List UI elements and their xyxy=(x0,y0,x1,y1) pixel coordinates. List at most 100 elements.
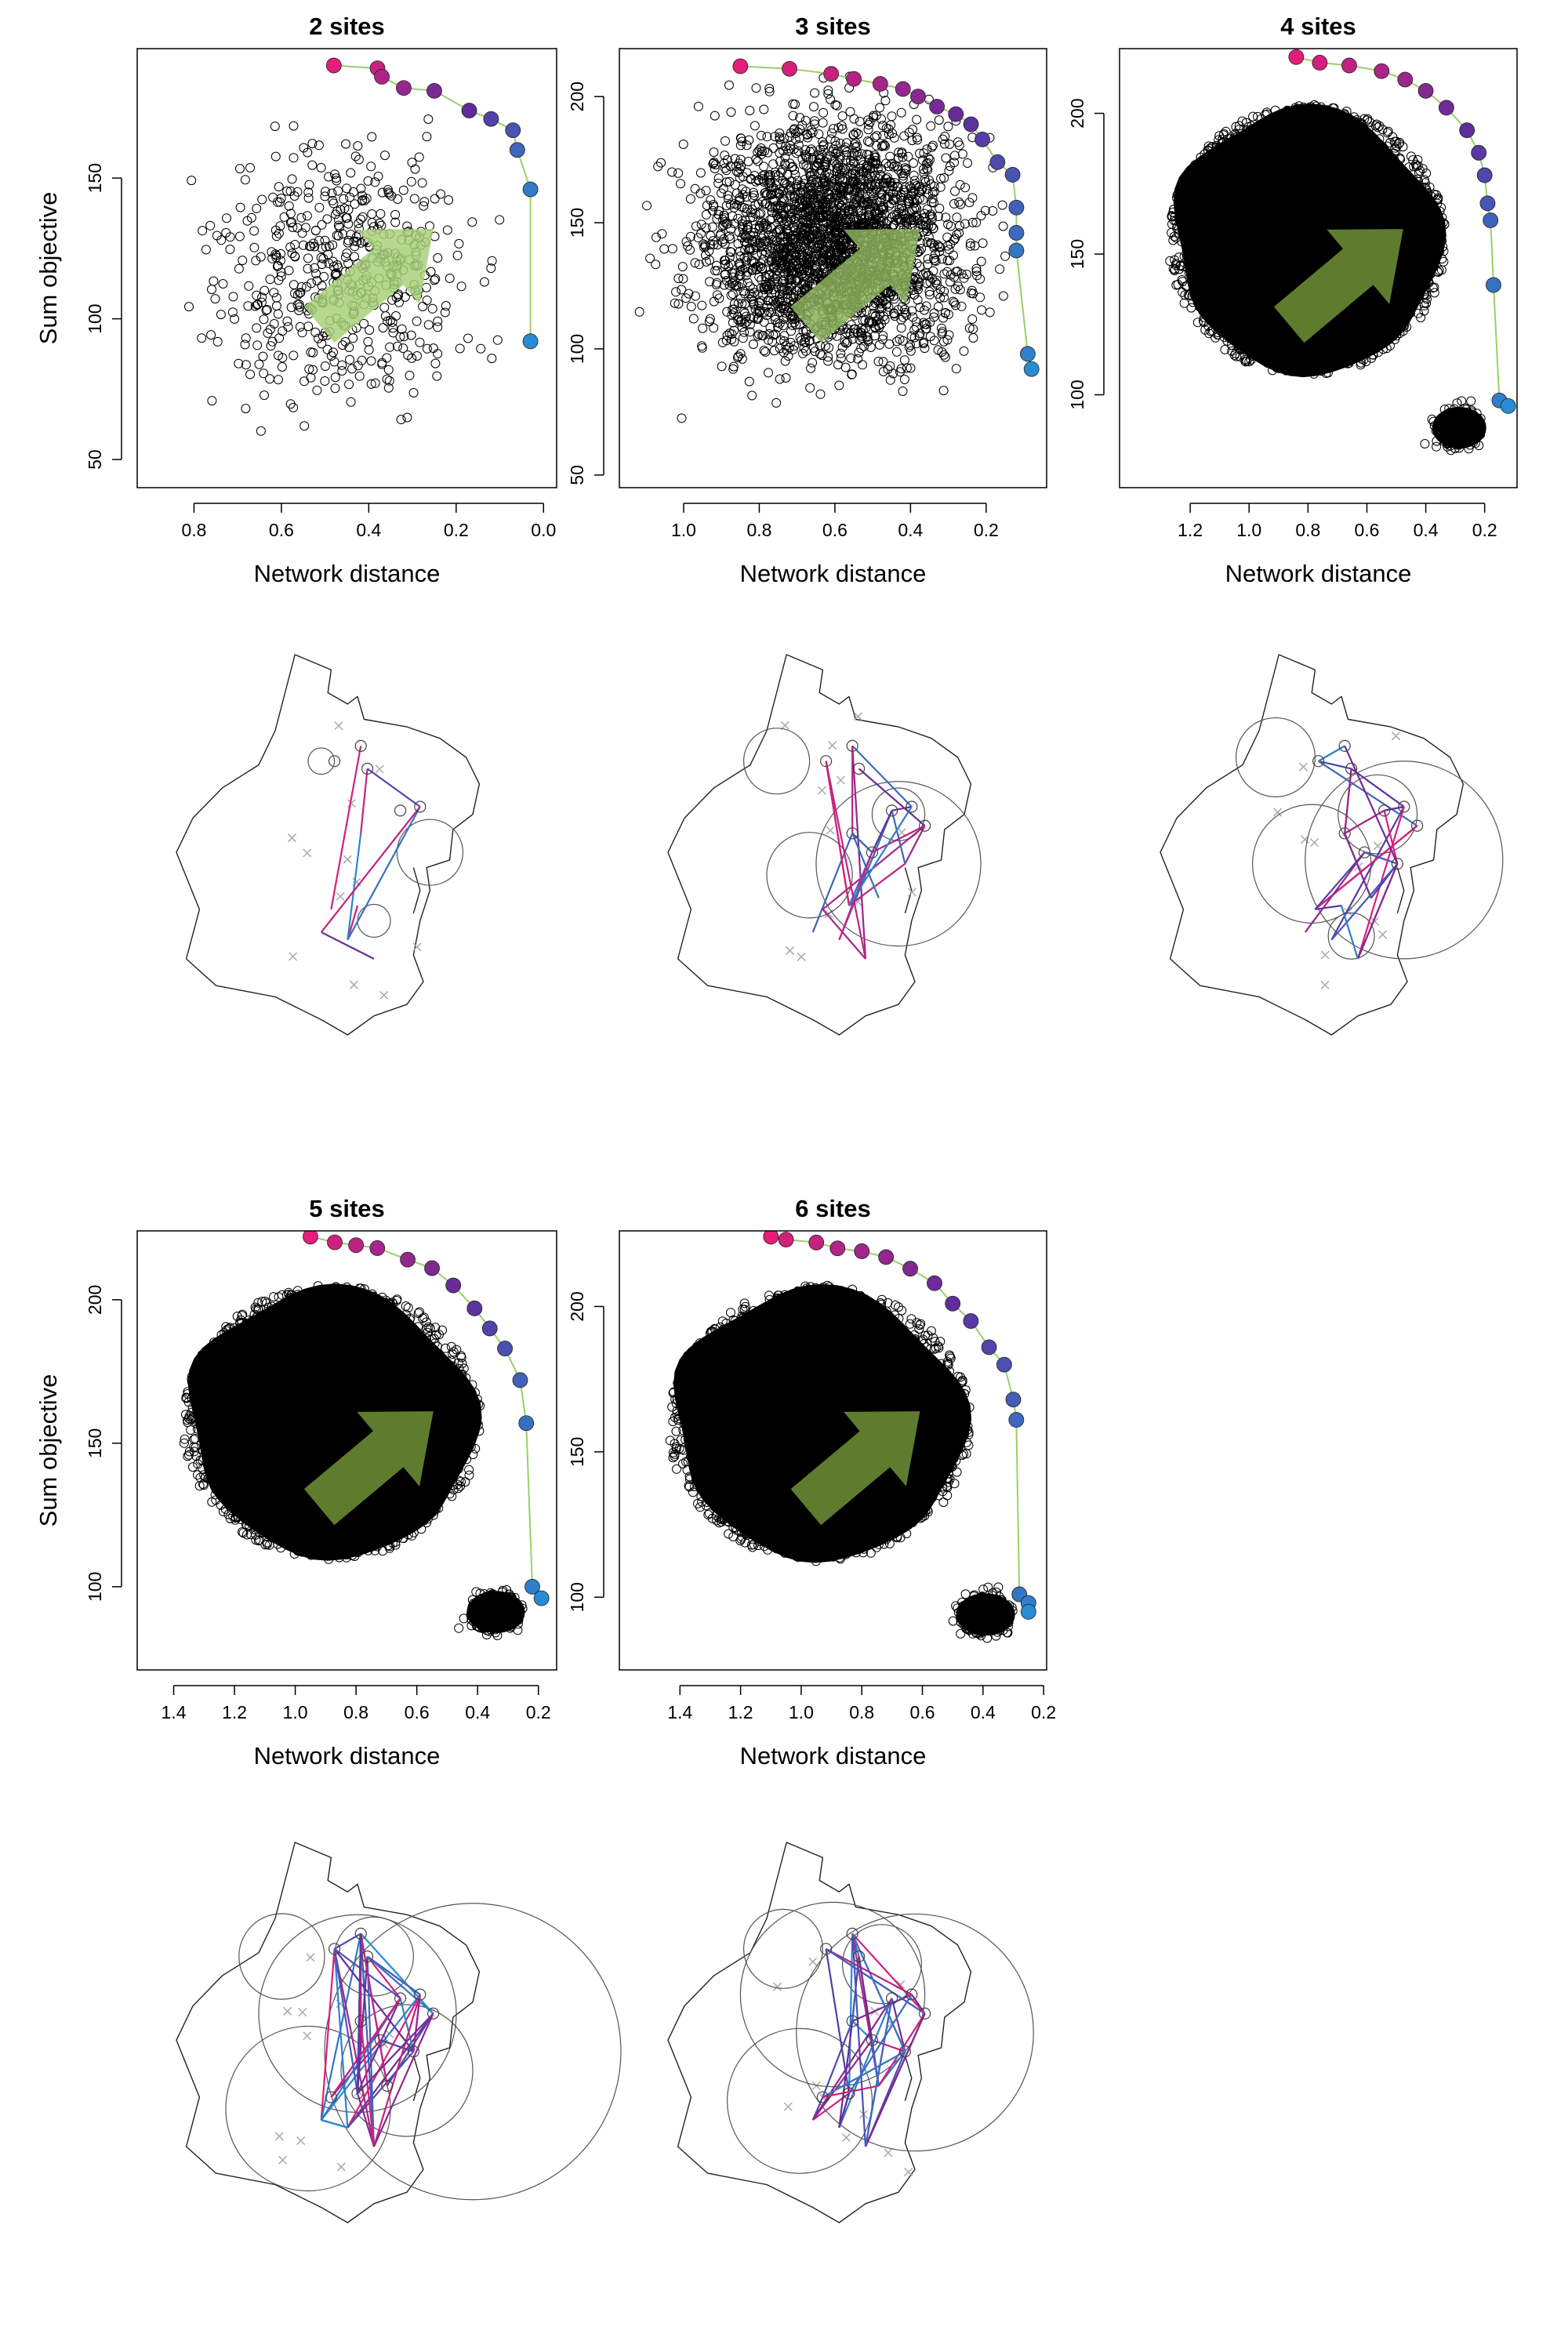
network-link xyxy=(851,1933,906,2053)
scatter-points xyxy=(665,1280,1018,1643)
site-node xyxy=(1377,804,1391,817)
pareto-point xyxy=(1374,63,1390,79)
region-outline xyxy=(412,867,421,913)
pareto-point xyxy=(1005,1392,1022,1407)
buffer-circle xyxy=(258,1914,457,2113)
candidate-site-marker xyxy=(826,826,835,835)
x-tick-label: 1.0 xyxy=(789,1702,814,1722)
arrow-shape xyxy=(790,1411,920,1526)
network-link xyxy=(851,1933,867,2147)
pareto-point xyxy=(1019,346,1036,362)
buffer-circle xyxy=(1235,717,1316,797)
improvement-arrow xyxy=(303,1411,434,1526)
x-tick-label: 0.4 xyxy=(898,520,923,540)
candidate-site-marker xyxy=(841,2133,851,2143)
candidate-site-marker xyxy=(336,891,345,902)
y-tick-label: 100 xyxy=(85,303,105,333)
site-node xyxy=(1338,739,1351,753)
panel-title: 6 sites xyxy=(795,1195,871,1222)
candidate-site-marker xyxy=(853,712,862,721)
site-node xyxy=(866,2034,879,2046)
candidate-site-marker xyxy=(303,2031,312,2041)
pareto-point xyxy=(512,1372,528,1388)
site-node xyxy=(407,2045,420,2058)
pareto-point xyxy=(426,82,442,99)
pareto-point xyxy=(1020,1603,1036,1620)
network-link xyxy=(871,825,926,854)
pareto-point xyxy=(374,68,390,85)
panel-title: 4 sites xyxy=(1280,13,1356,40)
network-link xyxy=(811,1998,893,2121)
network-link xyxy=(1350,768,1405,808)
network-link xyxy=(848,1933,854,2094)
pareto-point xyxy=(348,1237,365,1254)
network-link xyxy=(347,833,362,940)
network-link xyxy=(330,1998,401,2098)
candidate-site-marker xyxy=(306,1953,315,1962)
pareto-point xyxy=(763,1231,779,1245)
network-link xyxy=(347,1994,421,2129)
y-axis-label-row1: Sum objective xyxy=(34,192,62,345)
network-link xyxy=(871,810,893,853)
x-tick-label: 0.2 xyxy=(974,520,999,540)
network-link xyxy=(360,768,368,834)
y-tick-label: 100 xyxy=(567,334,587,364)
site-node xyxy=(394,804,407,817)
x-tick-label: 0.4 xyxy=(971,1702,996,1722)
x-axis-label: Network distance xyxy=(1225,560,1412,587)
x-tick-label: 1.4 xyxy=(667,1702,692,1722)
pareto-point xyxy=(989,154,1006,170)
network-link xyxy=(822,2085,880,2099)
pareto-point xyxy=(854,1243,870,1259)
network-link xyxy=(333,1948,415,2053)
site-node xyxy=(1312,755,1325,768)
improvement-arrow xyxy=(303,229,434,343)
candidate-site-marker xyxy=(283,2006,292,2016)
candidate-site-marker xyxy=(808,1957,818,1966)
pareto-point xyxy=(524,1578,540,1595)
plot-frame xyxy=(619,1230,1047,1671)
network-link xyxy=(330,2039,382,2098)
buffer-circle xyxy=(1305,760,1504,960)
candidate-site-marker xyxy=(783,2102,793,2111)
pareto-point xyxy=(400,1251,416,1268)
site-node xyxy=(906,800,918,813)
pareto-point xyxy=(895,81,911,97)
pareto-point xyxy=(1008,242,1025,259)
site-node xyxy=(819,1943,833,1955)
site-node xyxy=(906,1988,918,2001)
site-node xyxy=(898,2045,912,2058)
network-link xyxy=(1340,905,1359,960)
candidate-site-marker xyxy=(303,848,312,858)
network-link xyxy=(1383,810,1399,865)
pareto-point xyxy=(325,57,342,74)
plot-area xyxy=(1165,49,1516,456)
x-tick-label: 1.0 xyxy=(671,520,696,540)
y-tick-label: 200 xyxy=(1067,98,1087,128)
network-link xyxy=(366,1955,434,2015)
network-link xyxy=(356,1933,362,2094)
x-tick-label: 0.0 xyxy=(531,520,556,540)
y-tick-label: 50 xyxy=(85,449,105,470)
network-link xyxy=(851,833,880,898)
network-link xyxy=(822,909,866,960)
candidate-site-marker xyxy=(780,720,789,730)
pareto-point xyxy=(505,122,521,139)
y-axis-label-row2: Sum objective xyxy=(34,1374,62,1527)
x-tick-label: 0.6 xyxy=(910,1702,935,1722)
network-link xyxy=(347,806,421,941)
pareto-point xyxy=(1008,225,1025,241)
candidate-site-marker xyxy=(296,2136,306,2146)
y-tick-label: 200 xyxy=(567,82,587,111)
candidate-site-marker xyxy=(897,828,906,837)
pareto-point xyxy=(996,1356,1012,1373)
network-link xyxy=(851,746,867,960)
pareto-point xyxy=(902,1261,918,1277)
network-link xyxy=(357,2013,434,2094)
site-node xyxy=(1410,819,1424,832)
pareto-point xyxy=(509,142,525,158)
pareto-point xyxy=(963,116,979,132)
pareto-point xyxy=(1500,397,1516,414)
y-tick-label: 150 xyxy=(1067,239,1087,269)
improvement-arrow xyxy=(790,1411,920,1526)
